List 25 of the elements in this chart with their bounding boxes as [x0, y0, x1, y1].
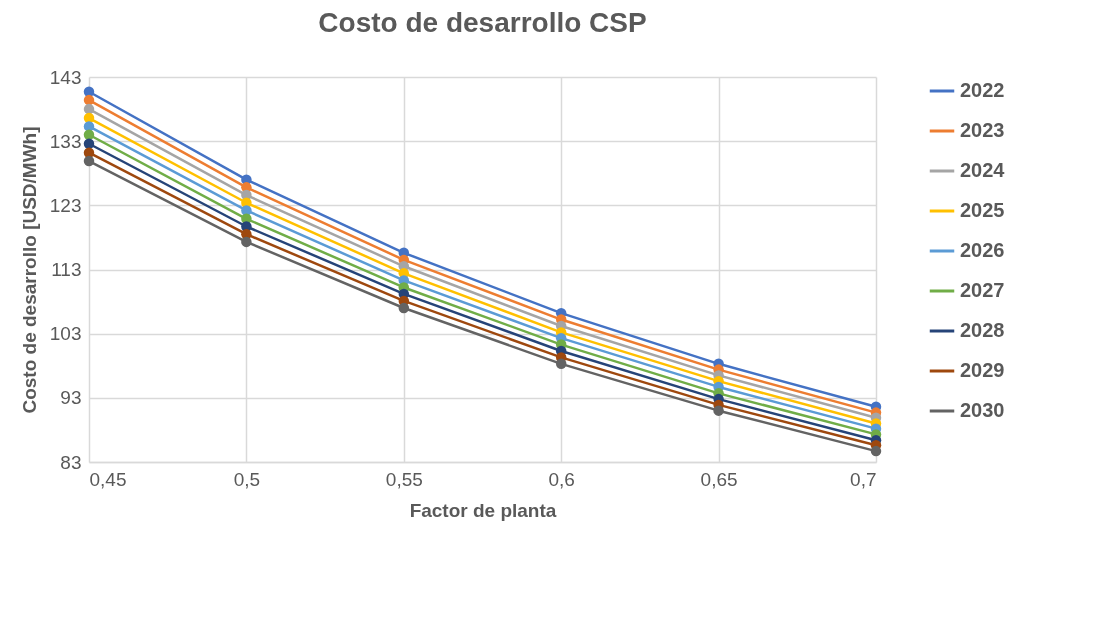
y-tick-label: 143: [49, 66, 82, 88]
y-tick-label: 123: [49, 194, 82, 216]
legend-label: 2029: [960, 359, 1005, 381]
x-tick-label: 0,55: [385, 468, 423, 490]
y-tick-label: 113: [51, 259, 82, 280]
legend-label: 2030: [960, 399, 1005, 421]
x-axis-title: Factor de planta: [409, 499, 557, 521]
y-tick-label: 93: [60, 387, 82, 409]
legend-label: 2025: [960, 199, 1005, 221]
x-tick-label: 0,45: [89, 468, 127, 490]
x-tick-label: 0,65: [700, 468, 738, 490]
x-tick-label: 0,7: [850, 468, 877, 490]
legend-label: 2022: [960, 79, 1005, 101]
legend-label: 2027: [960, 279, 1005, 301]
legend-label: 2028: [960, 319, 1005, 341]
y-tick-label: 103: [49, 323, 82, 345]
y-tick-label: 83: [60, 451, 82, 473]
chart-title: Costo de desarrollo CSP: [318, 7, 647, 38]
y-axis-title: Costo de desarrollo [USD/MWh]: [18, 126, 40, 414]
x-tick-label: 0,6: [548, 468, 575, 490]
legend-label: 2026: [960, 239, 1005, 261]
legend-label: 2023: [960, 119, 1005, 141]
y-tick-label: 133: [49, 130, 82, 152]
legend-label: 2024: [960, 159, 1006, 181]
x-tick-label: 0,5: [233, 468, 261, 490]
